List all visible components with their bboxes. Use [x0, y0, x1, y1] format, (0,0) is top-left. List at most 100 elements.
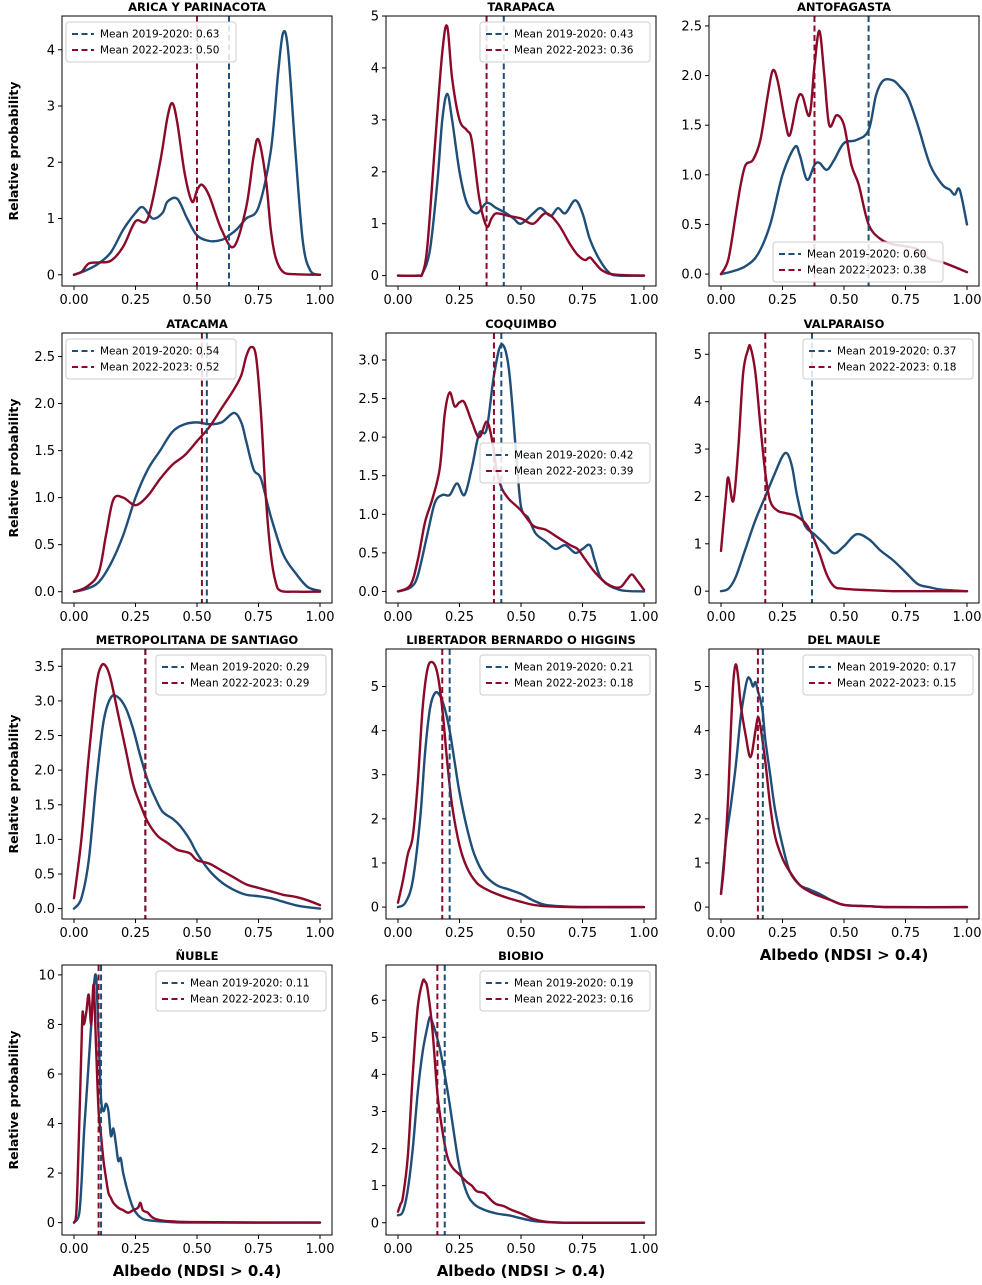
density-curve-2019-2020 — [396, 690, 646, 909]
y-tick-label: 0 — [694, 585, 702, 600]
panel-title: ARICA Y PARINACOTA — [128, 0, 266, 14]
y-tick-label: 2.5 — [34, 729, 55, 744]
y-tick-label: 0.5 — [34, 538, 55, 553]
plot-area — [72, 965, 322, 1235]
y-tick-label: 4 — [371, 61, 379, 76]
x-tick-label: 1.00 — [306, 293, 335, 308]
legend: Mean 2019-2020: 0.29 Mean 2022-2023: 0.29 — [155, 654, 327, 696]
legend: Mean 2019-2020: 0.43 Mean 2022-2023: 0.36 — [479, 21, 651, 63]
legend-label-2019-2020: Mean 2019-2020: 0.54 — [100, 346, 220, 358]
y-tick-label: 4 — [371, 724, 379, 739]
x-tick-label: 0.75 — [891, 293, 920, 308]
panel-title: TARAPACA — [487, 0, 554, 14]
x-tick-label: 0.75 — [891, 610, 920, 625]
density-curve-2022-2023 — [719, 29, 969, 276]
y-tick-label: 2.0 — [681, 69, 702, 84]
y-tick-label: 1 — [371, 856, 379, 871]
y-tick-label: 1.5 — [681, 119, 702, 134]
y-tick-label: 1 — [694, 537, 702, 552]
legend-box — [479, 442, 651, 484]
panel-metropolitana-de-santiago: METROPOLITANA DE SANTIAGO 0.0 0.5 1.0 1.5 2.0… — [6, 633, 334, 941]
x-tick-label: 0.50 — [507, 610, 536, 625]
legend-label-2022-2023: Mean 2022-2023: 0.38 — [807, 265, 926, 277]
y-tick-label: 0 — [47, 1216, 55, 1231]
y-tick-label: 8 — [47, 1018, 55, 1033]
x-tick-label: 0.00 — [60, 610, 89, 625]
legend-label-2022-2023: Mean 2022-2023: 0.10 — [190, 994, 309, 1006]
legend-label-2019-2020: Mean 2019-2020: 0.37 — [837, 346, 956, 358]
x-tick-label: 0.00 — [384, 1242, 413, 1257]
x-tick-label: 1.00 — [306, 1242, 335, 1257]
y-tick-label: 0.0 — [358, 585, 379, 600]
x-axis-label: Albedo (NDSI > 0.4) — [437, 1262, 606, 1280]
x-tick-label: 0.00 — [707, 926, 736, 941]
panel-title: LIBERTADOR BERNARDO O HIGGINS — [406, 633, 636, 647]
legend-box — [65, 21, 237, 63]
y-tick-label: 0 — [371, 901, 379, 916]
x-tick-label: 0.00 — [60, 926, 89, 941]
x-tick-label: 0.50 — [830, 926, 859, 941]
y-tick-label: 1 — [371, 1179, 379, 1194]
x-tick-label: 0.25 — [445, 926, 474, 941]
legend-box — [155, 654, 327, 696]
legend: Mean 2019-2020: 0.42 Mean 2022-2023: 0.39 — [479, 442, 651, 484]
y-axis-label: Relative probability — [6, 81, 21, 220]
legend-label-2019-2020: Mean 2019-2020: 0.63 — [100, 29, 219, 41]
x-tick-label: 0.50 — [183, 610, 212, 625]
legend-label-2022-2023: Mean 2022-2023: 0.18 — [837, 362, 956, 374]
density-curve-2022-2023 — [396, 391, 646, 593]
panel-title: ANTOFAGASTA — [797, 0, 891, 14]
legend: Mean 2019-2020: 0.54 Mean 2022-2023: 0.52 — [65, 338, 237, 380]
y-tick-label: 4 — [47, 43, 55, 58]
y-tick-label: 3 — [371, 768, 379, 783]
plot-area — [72, 649, 322, 919]
x-tick-label: 0.50 — [830, 610, 859, 625]
y-axis-label: Relative probability — [6, 398, 21, 537]
y-tick-label: 2 — [371, 812, 379, 827]
y-tick-label: 3 — [694, 443, 702, 458]
panel-antofagasta: ANTOFAGASTA 0.0 0.5 1.0 1.5 2.0 2.5 0.00 0.25 0.5… — [681, 0, 981, 308]
legend-label-2022-2023: Mean 2022-2023: 0.16 — [514, 994, 634, 1006]
y-tick-label: 2.5 — [681, 19, 702, 34]
y-tick-label: 1 — [47, 212, 55, 227]
density-curve-2022-2023 — [396, 978, 646, 1225]
legend-label-2022-2023: Mean 2022-2023: 0.36 — [514, 45, 634, 57]
plot-area — [719, 649, 969, 919]
x-tick-label: 1.00 — [630, 926, 659, 941]
density-curve-2022-2023 — [72, 101, 322, 276]
legend-label-2022-2023: Mean 2022-2023: 0.18 — [514, 678, 633, 690]
x-tick-label: 0.75 — [568, 1242, 597, 1257]
y-tick-label: 3.0 — [358, 354, 379, 369]
legend: Mean 2019-2020: 0.60 Mean 2022-2023: 0.38 — [772, 241, 944, 283]
x-tick-label: 0.00 — [384, 926, 413, 941]
y-tick-label: 3 — [47, 100, 55, 115]
y-tick-label: 1.5 — [34, 444, 55, 459]
y-tick-label: 0.5 — [358, 546, 379, 561]
legend-label-2022-2023: Mean 2022-2023: 0.39 — [514, 466, 633, 478]
x-tick-label: 0.75 — [568, 293, 597, 308]
x-tick-label: 0.75 — [891, 926, 920, 941]
y-tick-label: 2 — [694, 812, 702, 827]
y-tick-label: 2 — [47, 1167, 55, 1182]
y-tick-label: 5 — [371, 1031, 379, 1046]
x-tick-label: 0.50 — [183, 293, 212, 308]
x-tick-label: 0.50 — [183, 926, 212, 941]
legend-box — [479, 21, 651, 63]
y-tick-label: 0 — [371, 1216, 379, 1231]
y-tick-label: 4 — [371, 1068, 379, 1083]
panel-tarapaca: TARAPACA 0 1 2 3 4 5 0.00 0.25 0.50 0.75 1.00 Mean 2… — [371, 0, 659, 308]
y-tick-label: 3 — [371, 113, 379, 128]
x-tick-label: 0.25 — [445, 1242, 474, 1257]
density-curve-2022-2023 — [719, 343, 969, 593]
y-tick-label: 1.0 — [34, 491, 55, 506]
y-tick-label: 2.0 — [34, 764, 55, 779]
legend-label-2019-2020: Mean 2019-2020: 0.42 — [514, 450, 633, 462]
panel-title: ATACAMA — [166, 317, 228, 331]
x-tick-label: 0.75 — [244, 926, 273, 941]
y-tick-label: 10 — [38, 968, 55, 983]
y-tick-label: 1 — [694, 856, 702, 871]
y-tick-label: 5 — [694, 680, 702, 695]
x-tick-label: 1.00 — [630, 1242, 659, 1257]
y-axis-label: Relative probability — [6, 714, 21, 853]
legend-label-2019-2020: Mean 2019-2020: 0.19 — [514, 978, 633, 990]
